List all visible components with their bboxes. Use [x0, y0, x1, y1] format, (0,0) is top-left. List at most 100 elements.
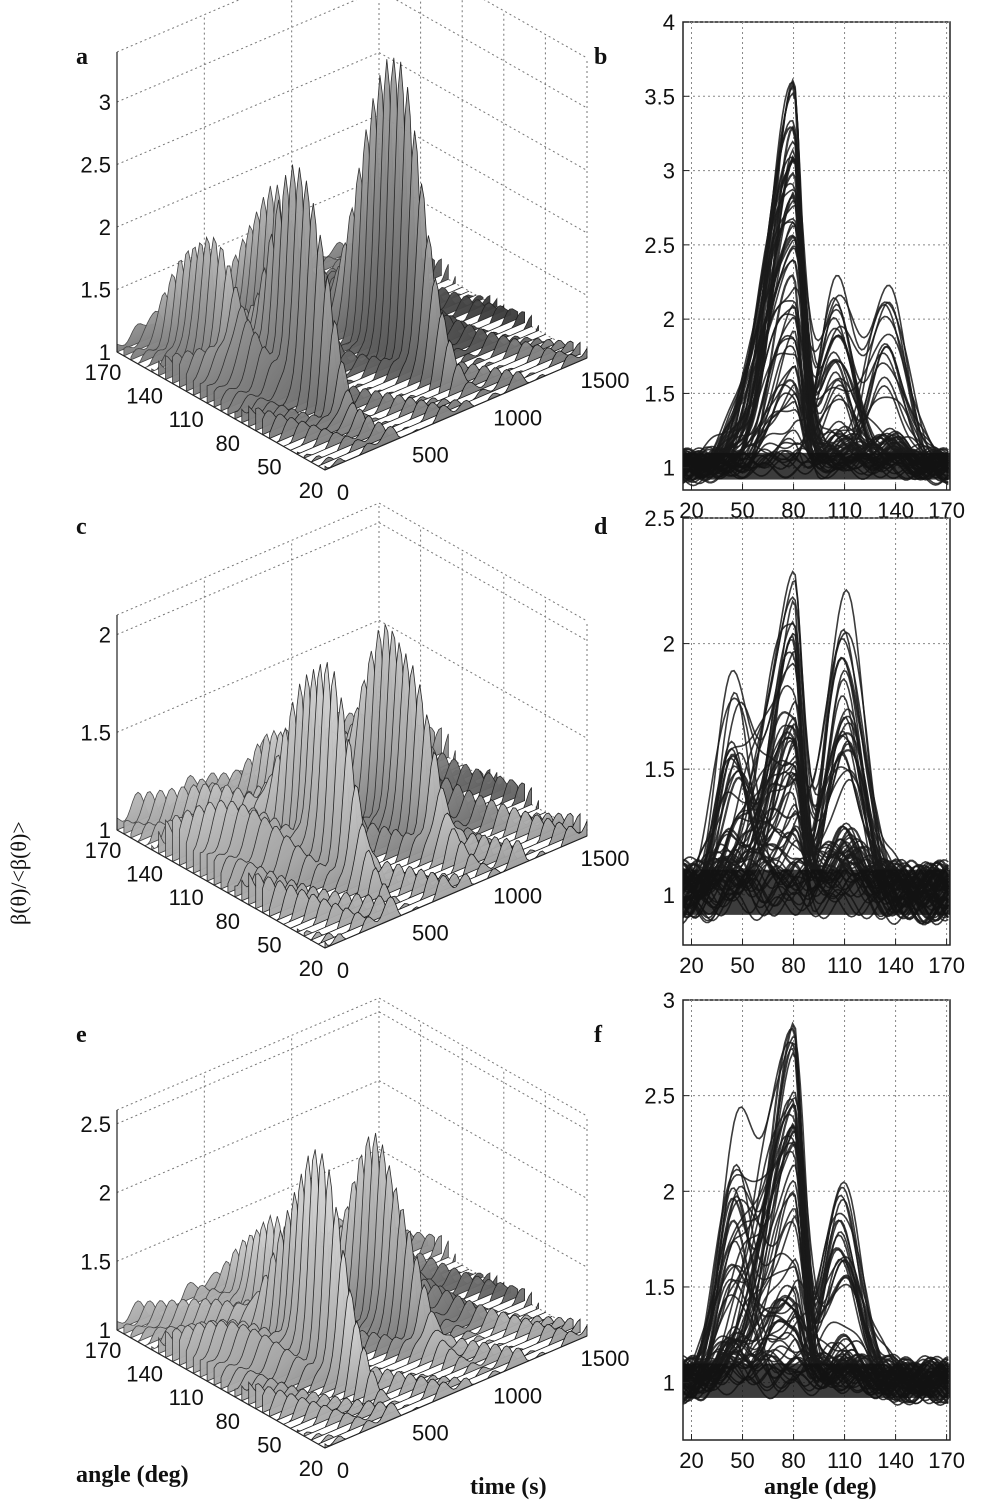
- time-tick-label: 1500: [581, 846, 630, 871]
- line-panels: 20 50 80 110 140 170 1 1.5 2 2.5 3 3.5 4 20 50 80 110 140…: [644, 10, 965, 1473]
- baseline-band: [683, 1363, 950, 1398]
- series-line: [683, 306, 949, 472]
- angle-tick-label: 20: [299, 1456, 323, 1481]
- angle-tick-label: 140: [126, 384, 163, 409]
- angle-axis-line: [116, 1329, 326, 1449]
- y-tick-label: 4: [663, 10, 675, 35]
- y-tick-label: 1: [663, 456, 675, 481]
- time-tick-label: 1500: [581, 368, 630, 393]
- angle-tick-label: 20: [299, 956, 323, 981]
- time-tick-label: 0: [337, 480, 349, 505]
- surface-mesh: [116, 1132, 588, 1449]
- surface-strip: [303, 339, 567, 459]
- y-tick-label: 3: [663, 159, 675, 184]
- wall-grid-z: [116, 521, 588, 641]
- y-tick-label: 3.5: [644, 84, 675, 109]
- z-tick-label: 2.5: [80, 1112, 111, 1137]
- surface-mesh: [116, 57, 588, 471]
- time-axis-line: [324, 1335, 588, 1449]
- shared-y-axis-label: β(θ)/<β(θ)>: [6, 821, 31, 925]
- z-tick-label: 2.5: [80, 153, 111, 178]
- x-tick-label: 140: [877, 1448, 914, 1473]
- curve-bundle: [683, 1021, 950, 1407]
- box-top-edge: [116, 997, 588, 1117]
- wall-grid-z: [116, 0, 588, 109]
- z-tick-label: 1.5: [80, 1249, 111, 1274]
- surface-mesh: [116, 624, 588, 949]
- wall-grid-z: [116, 1079, 588, 1199]
- z-tick-label: 1: [99, 818, 111, 843]
- time-axis-label: time (s): [470, 1474, 547, 1500]
- y-tick-label: 1.5: [644, 757, 675, 782]
- time-tick-label: 500: [412, 1421, 449, 1446]
- time-axis-line: [324, 357, 588, 471]
- panel-label-b: b: [594, 44, 608, 70]
- angle-tick-label: 20: [299, 478, 323, 503]
- angle-tick-label: 50: [257, 932, 281, 957]
- z-tick-label: 3: [99, 90, 111, 115]
- curve-bundle: [683, 570, 950, 926]
- panel-label-f: f: [594, 1022, 602, 1048]
- angle-tick-label: 50: [257, 1432, 281, 1457]
- y-tick-label: 2: [663, 1179, 675, 1204]
- angle-tick-label: 170: [85, 838, 122, 863]
- angle-tick-label: 110: [169, 885, 204, 910]
- wall-grid-z: [116, 51, 588, 171]
- x-tick-label: 170: [928, 1448, 965, 1473]
- y-tick-label: 2: [663, 307, 675, 332]
- box-top-edge: [116, 502, 588, 622]
- angle-tick-label: 80: [216, 1409, 240, 1434]
- time-tick-label: 1500: [581, 1346, 630, 1371]
- x-tick-label: 50: [730, 1448, 754, 1473]
- time-tick-label: 0: [337, 958, 349, 983]
- angle-tick-label: 80: [216, 431, 240, 456]
- box-top-edge: [116, 0, 588, 59]
- angle-tick-label: 140: [126, 1362, 163, 1387]
- panel-label-d: d: [594, 514, 608, 540]
- series-line: [683, 631, 949, 891]
- z-tick-label: 1.5: [80, 278, 111, 303]
- surface-strip: [283, 1311, 546, 1425]
- x-tick-label: 50: [730, 953, 754, 978]
- time-tick-label: 1000: [493, 405, 542, 430]
- z-tick-label: 2: [99, 623, 111, 648]
- y-tick-label: 2: [663, 632, 675, 657]
- x-tick-label: 110: [827, 1448, 862, 1473]
- series-line: [683, 352, 949, 463]
- series-line: [683, 313, 949, 473]
- surface-strip: [296, 1316, 560, 1433]
- time-tick-label: 500: [412, 921, 449, 946]
- angle-tick-label: 170: [85, 1338, 122, 1363]
- x-tick-label: 170: [928, 953, 965, 978]
- angle-axis-line: [116, 351, 326, 471]
- angle-tick-label: 110: [169, 407, 204, 432]
- z-tick-label: 2: [99, 215, 111, 240]
- time-tick-label: 1000: [493, 883, 542, 908]
- y-tick-label: 2.5: [644, 1084, 675, 1109]
- y-tick-label: 1.5: [644, 381, 675, 406]
- x-tick-label: 110: [827, 953, 862, 978]
- angle-axis-label-3d: angle (deg): [76, 1462, 189, 1488]
- y-tick-label: 2.5: [644, 506, 675, 531]
- x-tick-label: 140: [877, 953, 914, 978]
- series-line: [683, 82, 949, 466]
- line-panel-d: 20 50 80 110 140 170 1 1.5 2 2.5: [644, 506, 965, 978]
- angle-axis-line: [116, 829, 326, 949]
- wall-grid-z: [116, 1011, 588, 1131]
- x-tick-label: 80: [781, 1448, 805, 1473]
- x-tick-label: 20: [679, 953, 703, 978]
- surface-strip: [283, 786, 546, 925]
- z-tick-label: 1: [99, 1318, 111, 1343]
- y-tick-label: 1: [663, 883, 675, 908]
- panel-label-e: e: [76, 1022, 87, 1048]
- time-tick-label: 500: [412, 443, 449, 468]
- angle-tick-label: 140: [126, 862, 163, 887]
- baseline-band: [683, 869, 950, 915]
- line-panel-f: 20 50 80 110 140 170 1 1.5 2 2.5 3: [644, 988, 965, 1473]
- z-tick-label: 1: [99, 340, 111, 365]
- angle-tick-label: 80: [216, 909, 240, 934]
